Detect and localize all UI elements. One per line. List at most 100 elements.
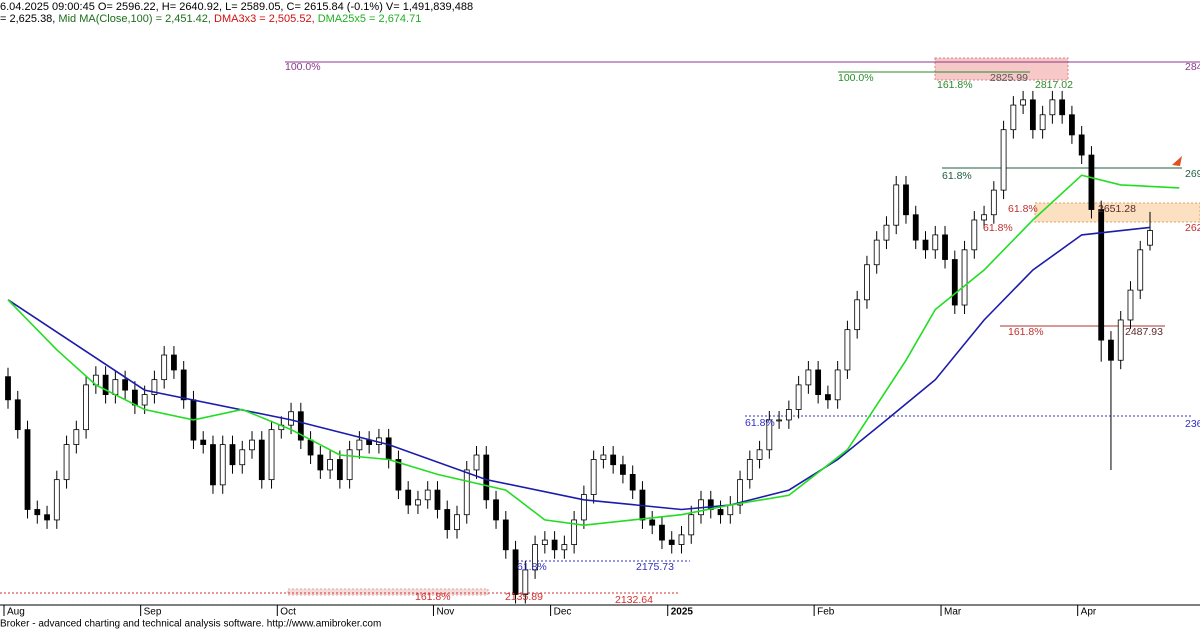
candle-body [1127,289,1134,321]
x-tick-label: Nov [436,607,454,618]
candle-body [336,459,343,481]
candle-body [600,454,607,460]
candle-body [53,479,60,521]
candle-body [834,369,841,401]
candle-body [678,534,685,545]
candle-body [83,384,89,431]
header-part: Mid MA(Close,100) = 2,451.42, [58,13,214,25]
candle-body [580,494,587,521]
candle-body [24,429,31,510]
candle-body [1088,154,1095,210]
candle-body [346,449,353,481]
fib-layout [0,57,1200,596]
candle-body [258,439,265,481]
candle-body [210,444,216,486]
candle-body [893,184,900,226]
annotation: 100.0% [838,72,874,84]
candle-body [864,264,870,301]
candle-body [229,444,236,466]
candle-body [44,514,50,521]
candle-body [473,454,480,471]
candle-body [1039,114,1046,131]
candle-body [659,524,665,541]
zone-box [1034,202,1200,223]
candle-body [932,234,939,251]
candle-body [561,544,568,551]
annotation: 100.0% [285,61,321,73]
candle-body [327,459,334,471]
candle-body [668,539,675,545]
annotation: 262 [1185,222,1200,234]
candle-body [1108,339,1114,361]
header-part: DMA25x5 = 2,674.71 [318,13,422,25]
annotation: 2175.73 [636,561,674,573]
candle-body [805,369,812,386]
candle-body [824,394,831,401]
candle-body [522,569,529,595]
candle-body [590,459,597,495]
annotation: 2651.28 [1098,203,1136,215]
candle-body [1147,230,1153,246]
candle-body [883,224,890,241]
annotation: 269 [1185,168,1200,180]
candle-body [112,379,119,395]
annotation: 2825.99 [990,72,1028,84]
candle-body [990,189,997,216]
candle-body [268,429,275,481]
candle-body [815,369,822,395]
annotation: 2487.93 [1125,326,1163,338]
x-tick-label: Feb [817,607,835,618]
candle-body [795,384,802,410]
candle-body [463,469,470,516]
candle-body [239,449,246,466]
candle-body [122,379,129,391]
header-part: = 2,625.38, [0,13,58,25]
candle-body [737,479,743,506]
candle-body [219,444,226,486]
zone-box [287,588,489,596]
candle-body [746,459,753,481]
ma-line [7,226,1151,511]
candle-body [483,454,490,501]
candle-body [141,394,148,406]
candle-body [756,449,763,460]
annotation: 2817.02 [1035,79,1073,91]
footer: Broker - advanced charting and technical… [0,619,381,630]
candle-body [844,329,851,371]
candle-body [727,504,734,516]
candle-body [532,544,538,571]
annotation: 2135.89 [505,591,543,603]
x-tick-label: Oct [280,607,296,618]
candle-body [785,409,792,421]
candle-body [629,474,636,491]
candle-body [171,354,177,371]
candle-body [512,549,519,595]
candle-body [912,214,919,241]
candle-body [385,437,392,460]
candle-body [717,509,724,516]
candle-body [571,519,578,545]
x-tick-label: 2025 [671,607,694,618]
header-part: DMA3x3 = 2,505.52, [214,13,318,25]
candle-body [454,514,460,531]
ma-line [7,174,1180,527]
annotation: 161.8% [1008,326,1044,338]
candle-body [317,454,324,471]
plot [5,90,1180,604]
candle-body [1059,99,1066,116]
candle-body [951,259,958,306]
annotation: 61.8% [1008,203,1038,215]
annotation: 161.8% [415,591,451,603]
candle-body [356,439,363,451]
candle-body [1049,99,1056,116]
candle-body [903,184,909,216]
candle-body [444,509,451,531]
candle-body [961,249,968,306]
candle-body [873,239,880,266]
candle-body [971,219,978,251]
annotations: 100.0% 100.0% 161.8% 2825.99 2817.02 61.… [285,61,1200,606]
candle-body [688,514,695,536]
x-tick-label: Dec [554,607,572,618]
candle-body [922,239,929,251]
candle-body [102,374,109,395]
